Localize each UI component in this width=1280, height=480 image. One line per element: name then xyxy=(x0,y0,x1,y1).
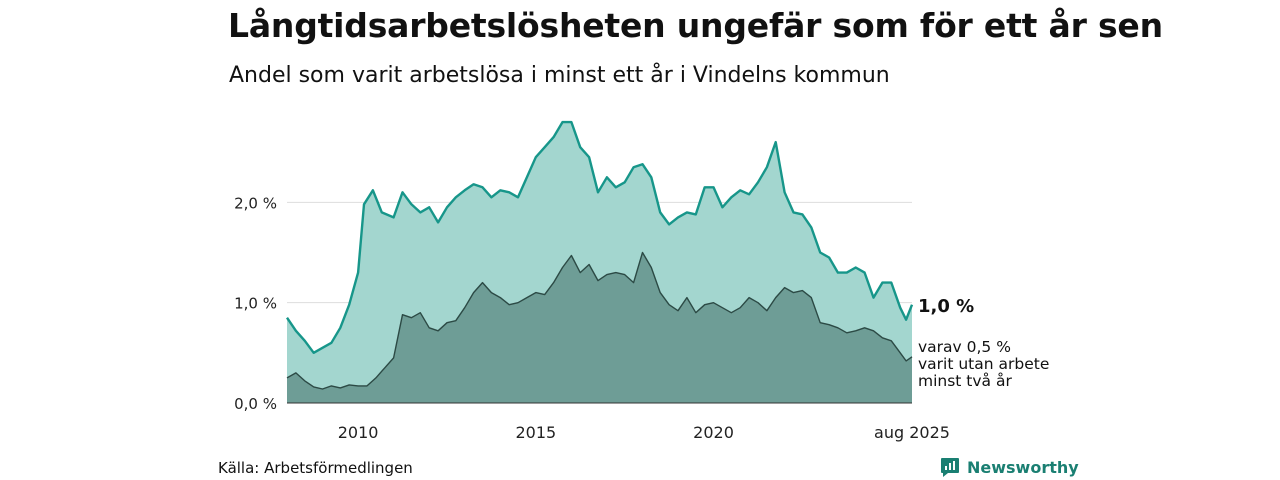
total-value-label: 1,0 % xyxy=(918,296,974,317)
brand-name: Newsworthy xyxy=(967,457,1079,477)
y-tick-label: 2,0 % xyxy=(234,194,277,212)
chart-subtitle: Andel som varit arbetslösa i minst ett å… xyxy=(229,63,890,88)
x-tick-label: 2010 xyxy=(338,423,379,442)
brand-logo[interactable]: Newsworthy xyxy=(939,456,1079,478)
sub-value-label: varit utan arbete xyxy=(918,355,1049,373)
x-tick-label: aug 2025 xyxy=(874,423,950,442)
x-tick-label: 2020 xyxy=(693,423,734,442)
chart-title: Långtidsarbetslösheten ungefär som för e… xyxy=(228,6,1163,45)
sub-value-label: minst två år xyxy=(918,372,1012,390)
sub-value-label: varav 0,5 % xyxy=(918,338,1011,356)
newsworthy-logo-icon xyxy=(941,458,959,477)
x-tick-label: 2015 xyxy=(515,423,556,442)
y-tick-label: 1,0 % xyxy=(234,295,277,313)
area-sub xyxy=(287,252,912,403)
line-sub xyxy=(286,251,913,390)
y-tick-label: 0,0 % xyxy=(234,395,277,413)
source-note: Källa: Arbetsförmedlingen xyxy=(218,459,413,477)
line-total xyxy=(286,120,914,354)
